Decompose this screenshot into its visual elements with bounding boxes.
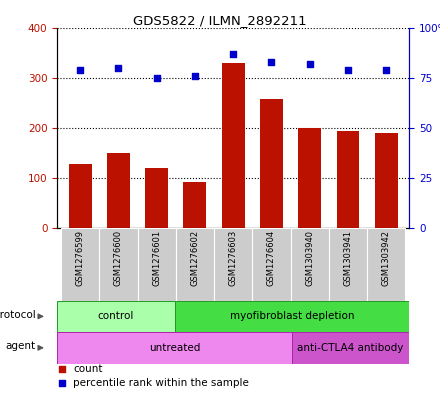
Text: GSM1303940: GSM1303940 xyxy=(305,230,314,286)
Point xyxy=(268,59,275,65)
Text: GSM1303941: GSM1303941 xyxy=(344,230,352,286)
Bar xyxy=(175,301,409,332)
Bar xyxy=(367,228,405,301)
Bar xyxy=(69,164,92,228)
Text: GSM1303942: GSM1303942 xyxy=(382,230,391,286)
Bar xyxy=(138,228,176,301)
Bar xyxy=(337,131,359,228)
Point xyxy=(115,64,122,71)
Bar xyxy=(292,332,409,364)
Text: GSM1276601: GSM1276601 xyxy=(152,230,161,286)
Text: myofibroblast depletion: myofibroblast depletion xyxy=(230,311,354,321)
Bar xyxy=(183,182,206,228)
Point xyxy=(383,66,390,73)
Bar xyxy=(145,168,168,228)
Point xyxy=(77,66,84,73)
Bar xyxy=(107,153,130,228)
Bar xyxy=(375,133,398,228)
Bar xyxy=(61,228,99,301)
Bar xyxy=(329,228,367,301)
Bar xyxy=(290,228,329,301)
Bar xyxy=(260,99,283,228)
Text: GSM1276602: GSM1276602 xyxy=(191,230,199,286)
Point xyxy=(59,380,66,387)
Point xyxy=(191,72,198,79)
Point xyxy=(230,50,237,57)
Text: agent: agent xyxy=(5,341,36,351)
Text: count: count xyxy=(73,364,103,374)
Point xyxy=(153,75,160,81)
Bar xyxy=(252,228,290,301)
Text: GDS5822 / ILMN_2892211: GDS5822 / ILMN_2892211 xyxy=(133,14,307,27)
Bar xyxy=(298,128,321,228)
Bar xyxy=(57,332,292,364)
Bar xyxy=(176,228,214,301)
Bar xyxy=(222,62,245,228)
Bar xyxy=(214,228,252,301)
Text: anti-CTLA4 antibody: anti-CTLA4 antibody xyxy=(297,343,404,353)
Text: GSM1276600: GSM1276600 xyxy=(114,230,123,286)
Point xyxy=(345,66,352,73)
Bar xyxy=(99,228,138,301)
Text: GSM1276599: GSM1276599 xyxy=(76,230,84,286)
Point xyxy=(59,366,66,372)
Text: untreated: untreated xyxy=(149,343,200,353)
Text: GSM1276604: GSM1276604 xyxy=(267,230,276,286)
Text: protocol: protocol xyxy=(0,310,36,320)
Text: GSM1276603: GSM1276603 xyxy=(229,230,238,286)
Text: percentile rank within the sample: percentile rank within the sample xyxy=(73,378,249,388)
Text: control: control xyxy=(98,311,134,321)
Bar xyxy=(57,301,175,332)
Point xyxy=(306,61,313,67)
